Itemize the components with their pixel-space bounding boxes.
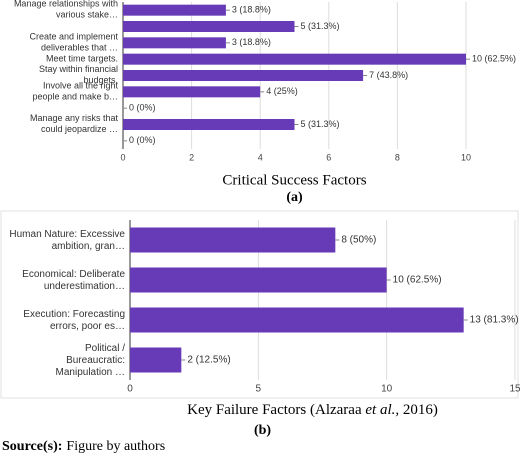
- value-label: 10 (62.5%): [472, 54, 516, 64]
- value-label: 2 (12.5%): [187, 355, 230, 366]
- category-label: Manage any risks that could jeopardize …: [30, 113, 119, 134]
- source-label: Source(s):: [2, 439, 62, 454]
- value-label: 5 (31.3%): [301, 119, 340, 129]
- x-tick-label: 10: [381, 384, 393, 395]
- x-tick-label: 10: [461, 152, 471, 162]
- bar: [130, 267, 387, 293]
- bar: [130, 227, 336, 253]
- bar: [123, 86, 261, 98]
- category-label: Manage relationships with various stake…: [14, 0, 118, 20]
- x-tick-label: 6: [326, 152, 331, 162]
- value-label: 0 (0%): [129, 135, 156, 145]
- category-label: Stay within financial budgets.: [39, 64, 118, 85]
- x-tick-label: 5: [256, 384, 262, 395]
- x-tick-label: 0: [120, 152, 125, 162]
- bar: [123, 21, 295, 32]
- category-label: Execution: Forecasting errors, poor es…: [23, 309, 125, 332]
- category-label: Involve all the right people and make b…: [32, 81, 118, 102]
- category-label: Human Nature: Excessive ambition, gran…: [9, 229, 125, 252]
- bar: [130, 307, 464, 333]
- category-label: Meet time targets.: [46, 54, 118, 64]
- x-axis-title-part: et al.,: [365, 402, 399, 418]
- bar: [123, 53, 466, 65]
- value-label: 13 (81.3%): [470, 315, 519, 326]
- x-tick-label: 15: [509, 384, 520, 395]
- bar: [123, 70, 364, 81]
- value-label: 4 (25%): [266, 86, 298, 96]
- value-label: 3 (18.8%): [232, 5, 271, 15]
- source-text: Figure by authors: [66, 439, 165, 454]
- panel-label: (a): [286, 190, 303, 205]
- value-label: 8 (50%): [341, 235, 376, 246]
- panel-label: (b): [254, 423, 271, 438]
- x-axis-title-part: Key Failure Factors (Alzaraa: [187, 402, 365, 418]
- x-axis-title: Critical Success Factors: [222, 172, 366, 188]
- x-tick-label: 8: [395, 152, 400, 162]
- x-axis-title-part: 2016): [399, 402, 438, 418]
- value-label: 0 (0%): [129, 103, 156, 113]
- panel-frame: [0, 210, 519, 399]
- value-label: 5 (31.3%): [301, 21, 340, 31]
- x-tick-label: 2: [189, 152, 194, 162]
- x-tick-label: 0: [127, 384, 133, 395]
- x-axis-title: Key Failure Factors (Alzaraa et al., 201…: [187, 402, 438, 418]
- category-label: Political / Bureaucratic: Manipulation …: [56, 343, 126, 378]
- value-label: 7 (43.8%): [369, 70, 408, 80]
- value-label: 3 (18.8%): [232, 37, 271, 47]
- category-label: Create and implement deliverables that …: [29, 32, 118, 53]
- category-label: Economical: Deliberate underestimation…: [22, 269, 125, 292]
- source-note: Source(s): Figure by authors: [2, 439, 165, 454]
- bar: [123, 37, 226, 49]
- bar: [130, 347, 182, 373]
- x-tick-label: 4: [258, 152, 263, 162]
- value-label: 10 (62.5%): [393, 275, 442, 286]
- bar: [123, 119, 295, 130]
- bar: [123, 4, 226, 16]
